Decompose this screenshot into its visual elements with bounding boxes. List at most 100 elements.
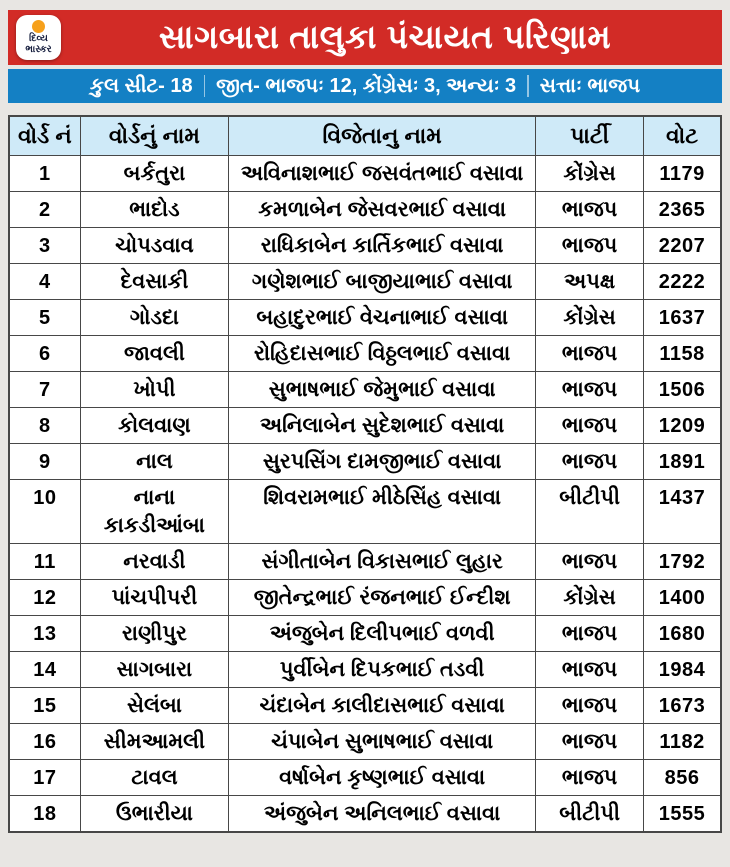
cell-winner-name: વર્ષાબેન કૃષ્ણભાઈ વસાવા [228, 759, 537, 796]
cell-ward-name: ટાવલ [79, 759, 230, 796]
cell-winner-name: બહાદુરભાઈ વેચનાભાઈ વસાવા [228, 299, 537, 336]
cell-ward-name: ગોડદા [79, 299, 230, 336]
cell-party: કોંગ્રેસ [535, 299, 645, 336]
cell-winner-name: અવિનાશભાઈ જસવંતભાઈ વસાવા [228, 155, 537, 192]
cell-party: ભાજપ [535, 371, 645, 408]
cell-winner-name: કમળાબેન જેસવરભાઈ વસાવા [228, 191, 537, 228]
table-row: 11 નરવાડી સંગીતાબેન વિકાસભાઈ લુહાર ભાજપ 1792 [8, 543, 722, 580]
cell-ward-name: નાના કાકડીઆંબા [79, 479, 230, 544]
cell-winner-name: રાધિકાબેન કાર્તિકભાઈ વસાવા [228, 227, 537, 264]
stats-divider [203, 75, 206, 97]
results-table: વોર્ડ નં વોર્ડનું નામ વિજેતાનુ નામ પાર્ટ… [8, 115, 722, 833]
column-header-ward-no: વોર્ડ નં [8, 115, 81, 156]
page-title: સાગબારા તાલુકા પંચાયત પરિણામ [158, 18, 612, 55]
table-row: 12 પાંચપીપરી જીતેન્દ્રભાઈ રંજનભાઈ ઈન્દીશ કો… [8, 579, 722, 616]
table-row: 8 કોલવાણ અનિલાબેન સુદેશભાઈ વસાવા ભાજપ 1209 [8, 407, 722, 444]
column-header-party: પાર્ટી [535, 115, 645, 156]
cell-ward-name: બર્કતુરા [79, 155, 230, 192]
cell-party: ભાજપ [535, 543, 645, 580]
cell-votes: 1506 [643, 371, 722, 408]
cell-votes: 1179 [643, 155, 722, 192]
cell-votes: 1680 [643, 615, 722, 652]
cell-party: ભાજપ [535, 191, 645, 228]
cell-votes: 1209 [643, 407, 722, 444]
table-header-row: વોર્ડ નં વોર્ડનું નામ વિજેતાનુ નામ પાર્ટ… [8, 115, 722, 156]
table-row: 1 બર્કતુરા અવિનાશભાઈ જસવંતભાઈ વસાવા કોંગ્રે… [8, 155, 722, 192]
cell-ward-no: 4 [8, 263, 81, 300]
cell-votes: 1182 [643, 723, 722, 760]
cell-votes: 2222 [643, 263, 722, 300]
cell-party: ભાજપ [535, 615, 645, 652]
cell-votes: 1400 [643, 579, 722, 616]
cell-winner-name: અનિલાબેન સુદેશભાઈ વસાવા [228, 407, 537, 444]
cell-party: ભાજપ [535, 335, 645, 372]
cell-winner-name: અંજુબેન દિલીપભાઈ વળવી [228, 615, 537, 652]
table-row: 14 સાગબારા પુર્વીબેન દિપકભાઈ તડવી ભાજપ 1984 [8, 651, 722, 688]
cell-party: ભાજપ [535, 759, 645, 796]
cell-winner-name: સંગીતાબેન વિકાસભાઈ લુહાર [228, 543, 537, 580]
cell-winner-name: ગણેશભાઈ બાજીયાભાઈ વસાવા [228, 263, 537, 300]
table-row: 10 નાના કાકડીઆંબા શિવરામભાઈ મીઠેસિંહ વસાવા… [8, 479, 722, 544]
cell-party: કોંગ્રેસ [535, 155, 645, 192]
cell-ward-name: ઉભારીયા [79, 795, 230, 833]
cell-winner-name: જીતેન્દ્રભાઈ રંજનભાઈ ઈન્દીશ [228, 579, 537, 616]
cell-votes: 2365 [643, 191, 722, 228]
cell-ward-no: 14 [8, 651, 81, 688]
cell-ward-name: રાણીપુર [79, 615, 230, 652]
column-header-votes: વોટ [643, 115, 722, 156]
cell-ward-no: 6 [8, 335, 81, 372]
cell-ward-name: ખોપી [79, 371, 230, 408]
cell-votes: 1158 [643, 335, 722, 372]
cell-winner-name: ચંપાબેન સુભાષભાઈ વસાવા [228, 723, 537, 760]
cell-votes: 1891 [643, 443, 722, 480]
cell-party: ભાજપ [535, 407, 645, 444]
table-row: 4 દેવસાકી ગણેશભાઈ બાજીયાભાઈ વસાવા અપક્ષ 2222 [8, 263, 722, 300]
stat-total-seats: કુલ સીટ- 18 [89, 74, 193, 97]
cell-ward-name: કોલવાણ [79, 407, 230, 444]
cell-party: અપક્ષ [535, 263, 645, 300]
stat-power-party: સત્તાઃ ભાજપ [539, 74, 641, 97]
table-row: 17 ટાવલ વર્ષાબેન કૃષ્ણભાઈ વસાવા ભાજપ 856 [8, 759, 722, 796]
table-row: 6 જાવલી રોહિદાસભાઈ વિઠ્ઠલભાઈ વસાવા ભાજપ 1158 [8, 335, 722, 372]
cell-ward-no: 10 [8, 479, 81, 544]
cell-winner-name: સુરપસિંગ દામજીભાઈ વસાવા [228, 443, 537, 480]
cell-votes: 1984 [643, 651, 722, 688]
cell-ward-name: સેલંબા [79, 687, 230, 724]
table-row: 18 ઉભારીયા અંજુબેન અનિલભાઈ વસાવા બીટીપી 1555 [8, 795, 722, 833]
cell-ward-no: 3 [8, 227, 81, 264]
cell-ward-name: ચોપડવાવ [79, 227, 230, 264]
table-row: 3 ચોપડવાવ રાધિકાબેન કાર્તિકભાઈ વસાવા ભાજપ 22… [8, 227, 722, 264]
cell-votes: 856 [643, 759, 722, 796]
cell-winner-name: સુભાષભાઈ જેમુભાઈ વસાવા [228, 371, 537, 408]
cell-party: ભાજપ [535, 687, 645, 724]
results-table-body: 1 બર્કતુરા અવિનાશભાઈ જસવંતભાઈ વસાવા કોંગ્રે… [8, 155, 722, 833]
cell-ward-no: 12 [8, 579, 81, 616]
cell-ward-no: 11 [8, 543, 81, 580]
table-row: 16 સીમઆમલી ચંપાબેન સુભાષભાઈ વસાવા ભાજપ 1182 [8, 723, 722, 760]
logo-text-line2: ભાસ્કર [25, 43, 52, 55]
logo-text-line1: દિવ્ય [29, 33, 48, 44]
cell-party: ભાજપ [535, 723, 645, 760]
cell-ward-name: સીમઆમલી [79, 723, 230, 760]
cell-ward-no: 16 [8, 723, 81, 760]
table-row: 9 નાલ સુરપસિંગ દામજીભાઈ વસાવા ભાજપ 1891 [8, 443, 722, 480]
cell-party: બીટીપી [535, 479, 645, 544]
cell-ward-no: 17 [8, 759, 81, 796]
divya-bhaskar-logo: દિવ્ય ભાસ્કર [16, 15, 61, 60]
cell-ward-name: નરવાડી [79, 543, 230, 580]
column-header-ward-name: વોર્ડનું નામ [79, 115, 230, 156]
cell-winner-name: રોહિદાસભાઈ વિઠ્ઠલભાઈ વસાવા [228, 335, 537, 372]
cell-ward-no: 8 [8, 407, 81, 444]
cell-votes: 1437 [643, 479, 722, 544]
cell-ward-no: 18 [8, 795, 81, 833]
column-header-winner-name: વિજેતાનુ નામ [228, 115, 537, 156]
cell-winner-name: પુર્વીબેન દિપકભાઈ તડવી [228, 651, 537, 688]
cell-votes: 1637 [643, 299, 722, 336]
cell-ward-no: 1 [8, 155, 81, 192]
cell-ward-name: નાલ [79, 443, 230, 480]
stat-wins-breakdown: જીત- ભાજપઃ 12, કોંગ્રેસઃ 3, અન્યઃ 3 [216, 74, 517, 97]
cell-party: બીટીપી [535, 795, 645, 833]
cell-ward-no: 5 [8, 299, 81, 336]
cell-ward-name: દેવસાકી [79, 263, 230, 300]
cell-ward-no: 9 [8, 443, 81, 480]
